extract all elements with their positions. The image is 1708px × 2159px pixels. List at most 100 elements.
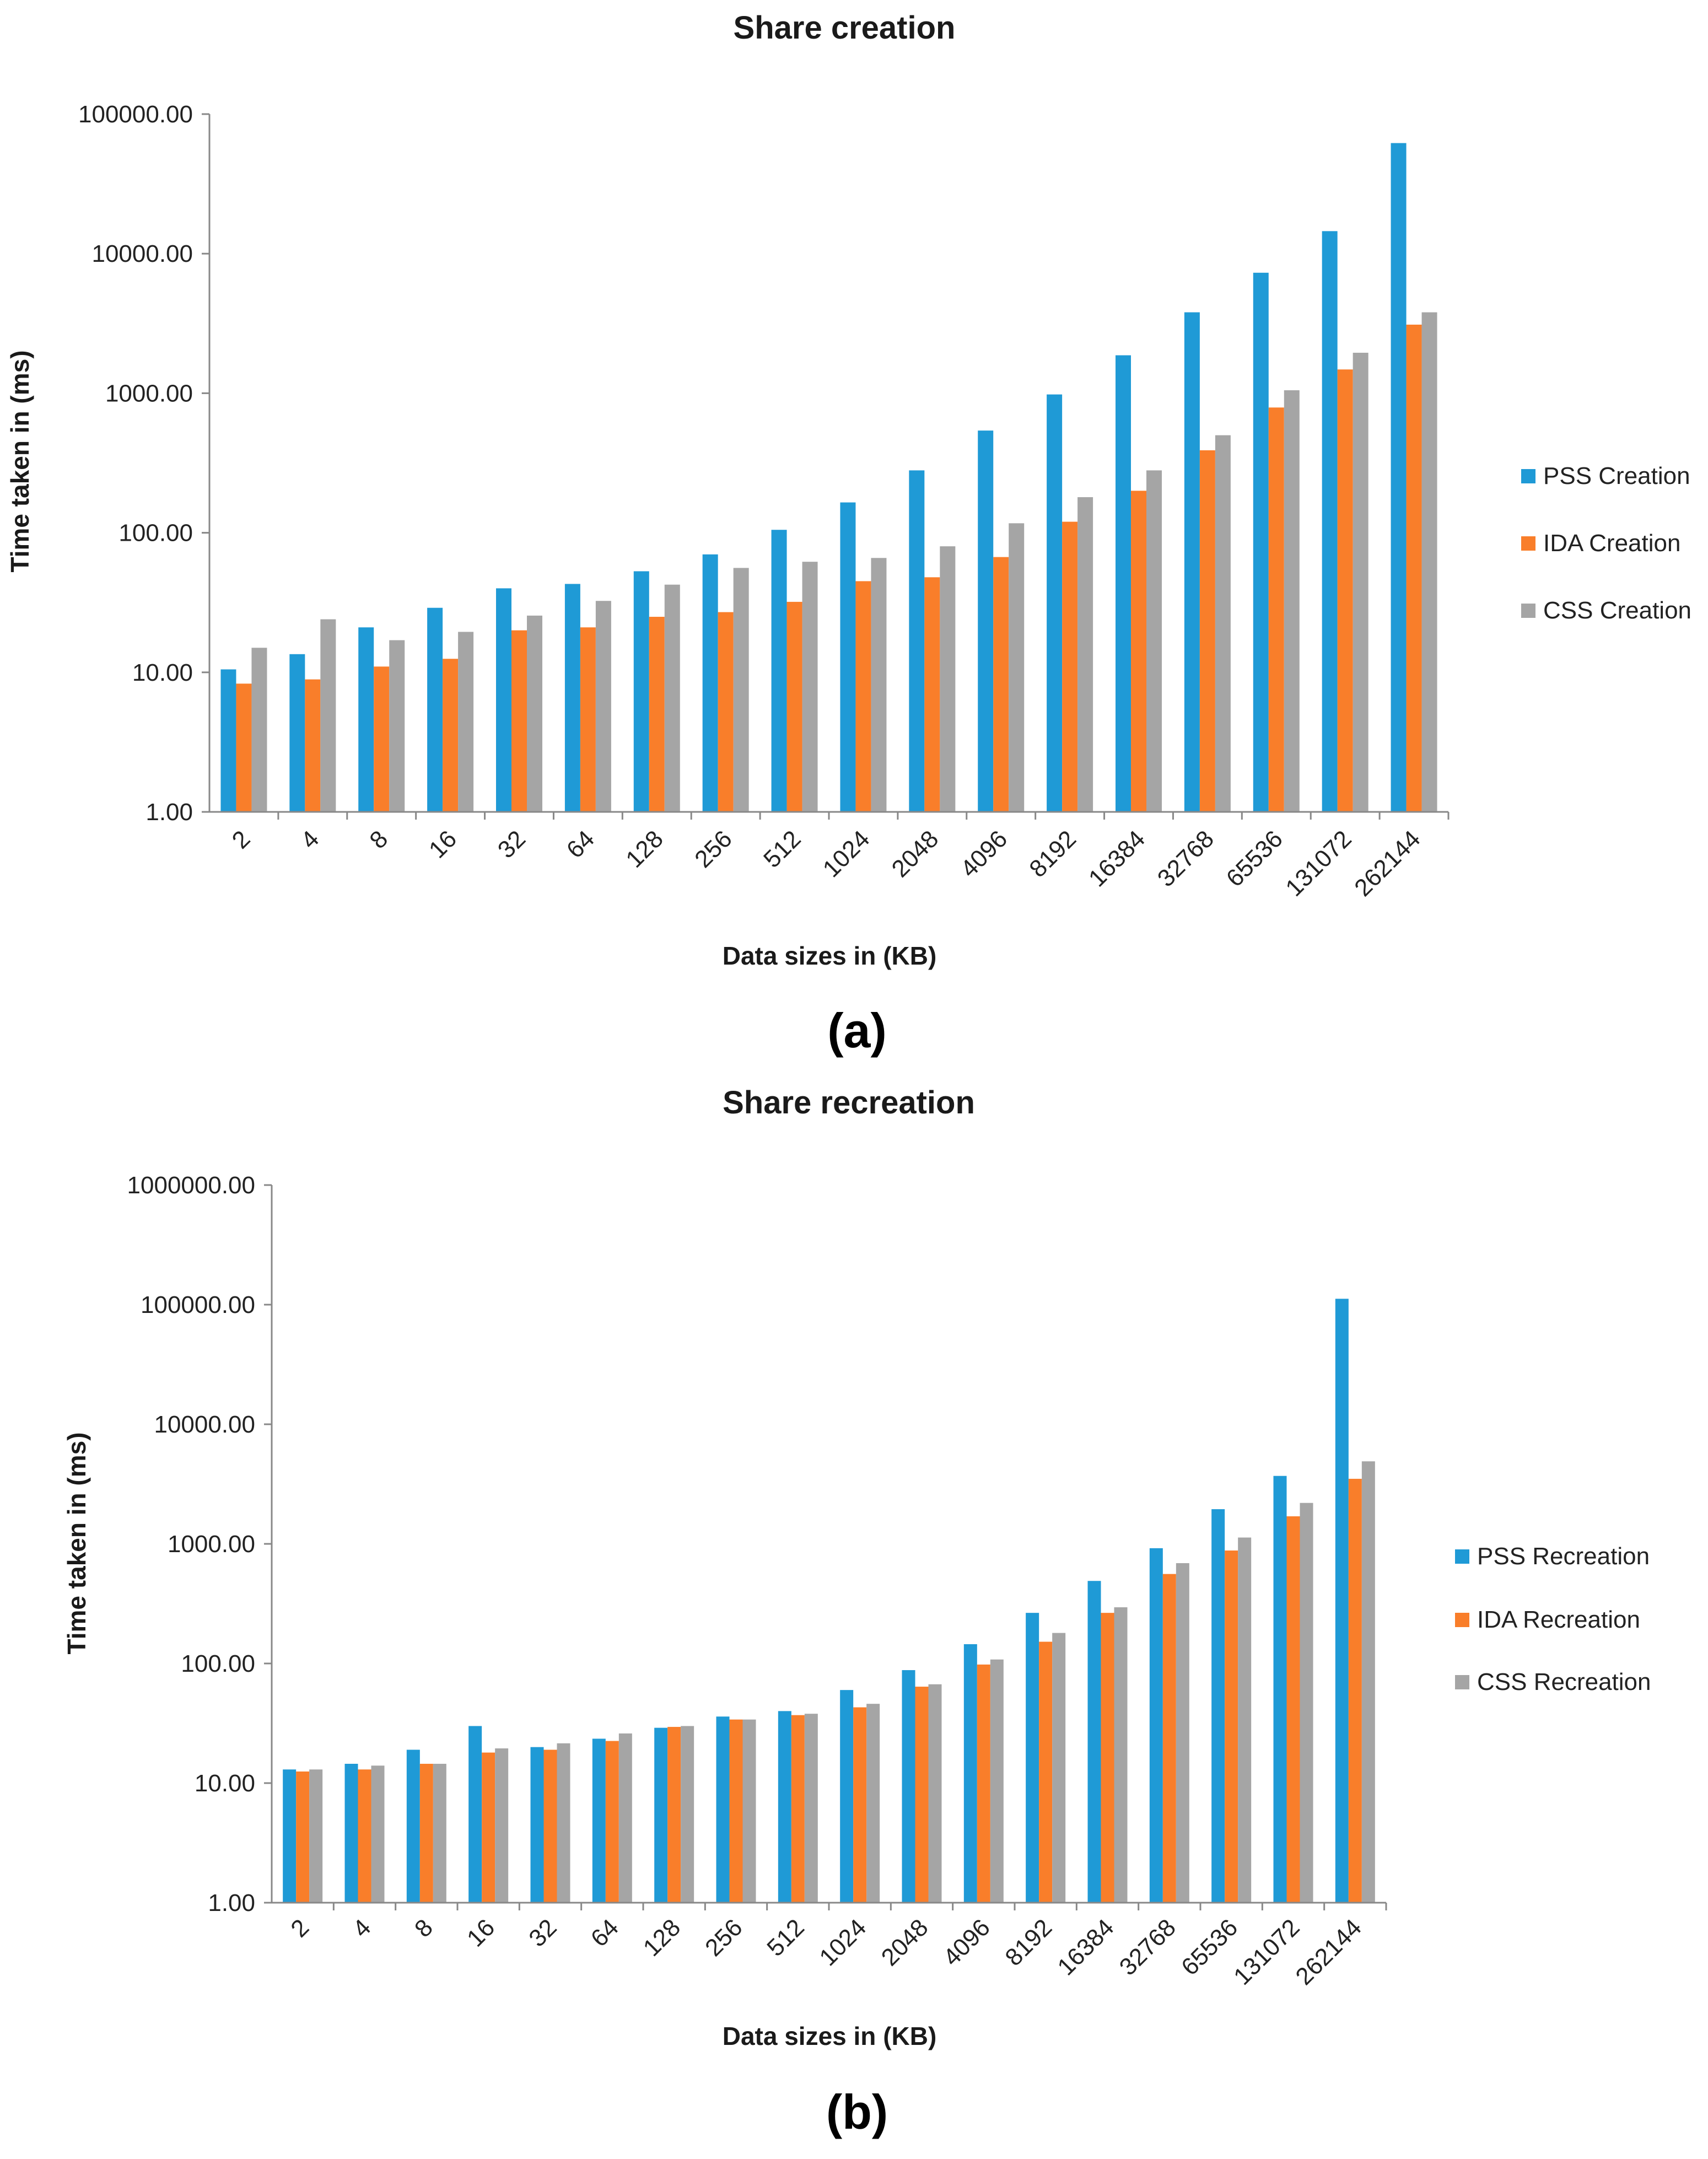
bar-css-creation-2 [251, 648, 267, 812]
x-tick-label: 8192 [1000, 1914, 1057, 1971]
panel-label-b: (b) [826, 2085, 888, 2139]
bar-pss-recreation-8192 [1026, 1613, 1039, 1903]
x-tick-label: 32768 [1114, 1914, 1181, 1980]
bar-pss-recreation-128 [654, 1727, 668, 1903]
x-tick-label: 2048 [887, 825, 944, 882]
bar-pss-creation-1024 [840, 502, 856, 812]
bar-css-recreation-512 [804, 1714, 818, 1903]
x-tick-label: 4 [348, 1914, 376, 1942]
bar-pss-creation-2 [220, 669, 236, 812]
x-tick-label: 4096 [938, 1914, 995, 1971]
bar-ida-recreation-512 [791, 1715, 805, 1903]
bar-css-recreation-8192 [1052, 1633, 1066, 1903]
bar-ida-recreation-64 [605, 1741, 619, 1903]
x-tick-label: 2 [285, 1914, 314, 1942]
bar-css-creation-16 [458, 632, 474, 812]
x-tick-label: 16 [462, 1914, 500, 1952]
chart-b-legend: PSS Recreation IDA Recreation CSS Recreati… [1455, 1543, 1651, 1695]
chart-a-x-ticks: 2 4 8 16 32 64 128 256 512 1024 2048 4096 8192 16384 3… [227, 812, 1450, 902]
chart-a-xlabel: Data sizes in (KB) [723, 941, 937, 970]
x-tick-label: 64 [562, 825, 600, 863]
chart-b-title: Share recreation [723, 1085, 975, 1121]
chart-a-title: Share creation [734, 10, 956, 46]
y-tick-label: 1000.00 [168, 1531, 255, 1558]
bar-css-recreation-8 [433, 1763, 446, 1903]
y-tick-label: 10000.00 [91, 240, 193, 267]
bar-ida-creation-64 [580, 627, 596, 812]
bar-css-recreation-64 [618, 1733, 632, 1903]
bar-ida-recreation-8192 [1039, 1641, 1053, 1903]
bar-pss-creation-65536 [1253, 272, 1269, 812]
chart-a-legend: PSS Creation IDA Creation CSS Creation [1521, 462, 1691, 624]
bar-ida-creation-2 [236, 683, 252, 812]
chart-b-xlabel: Data sizes in (KB) [723, 2022, 937, 2050]
bar-pss-recreation-4 [344, 1763, 358, 1903]
bar-pss-recreation-32768 [1149, 1548, 1163, 1903]
bar-css-recreation-65536 [1238, 1537, 1252, 1903]
bar-pss-recreation-4096 [963, 1644, 977, 1903]
bar-css-creation-131072 [1353, 352, 1368, 812]
bar-css-recreation-4096 [990, 1659, 1004, 1903]
x-tick-label: 64 [586, 1914, 624, 1952]
y-tick-label: 10.00 [132, 659, 193, 686]
bar-ida-creation-4 [305, 679, 321, 812]
bar-css-creation-65536 [1284, 390, 1300, 812]
bar-css-creation-128 [664, 584, 680, 812]
bar-ida-recreation-8 [419, 1763, 433, 1903]
y-tick-label: 1.00 [208, 1889, 255, 1916]
bar-pss-creation-256 [702, 554, 718, 812]
bar-ida-creation-128 [649, 617, 665, 812]
bar-css-recreation-4 [371, 1765, 385, 1903]
chart-b-bars [283, 1299, 1375, 1903]
chart-share-recreation: Share recreation Time taken in (ms) Data… [62, 1085, 1651, 2139]
bar-css-creation-1024 [871, 558, 887, 812]
legend-label-pss-creation: PSS Creation [1543, 462, 1690, 489]
bar-css-creation-512 [802, 562, 818, 812]
bar-ida-recreation-4 [358, 1769, 371, 1903]
bar-ida-recreation-65536 [1225, 1550, 1238, 1903]
bar-pss-recreation-256 [716, 1716, 730, 1903]
bar-css-creation-32 [527, 615, 542, 812]
chart-a-ylabel: Time taken in (ms) [6, 350, 34, 572]
x-tick-label: 512 [758, 825, 806, 873]
x-tick-label: 1024 [818, 825, 875, 882]
bar-css-creation-64 [595, 601, 611, 812]
bar-ida-creation-32 [511, 630, 527, 812]
x-tick-label: 4 [295, 825, 324, 854]
bar-css-creation-256 [733, 568, 749, 812]
bar-ida-recreation-16 [482, 1752, 495, 1903]
bar-ida-creation-65536 [1268, 407, 1284, 812]
legend-label-ida-recreation: IDA Recreation [1477, 1606, 1640, 1633]
legend-swatch-pss-recreation [1455, 1549, 1469, 1564]
bar-ida-creation-32768 [1199, 450, 1215, 812]
bar-css-creation-8192 [1077, 497, 1093, 812]
chart-b-x-ticks: 2 4 8 16 32 64 128 256 512 1024 2048 4096 8192163843… [285, 1903, 1387, 1990]
bar-ida-recreation-32 [543, 1749, 557, 1903]
bar-css-recreation-2 [309, 1769, 323, 1903]
y-tick-label: 100000.00 [78, 101, 193, 128]
y-tick-label: 1000.00 [105, 380, 193, 407]
legend-label-css-creation: CSS Creation [1543, 597, 1691, 624]
y-tick-label: 100000.00 [141, 1291, 255, 1318]
bar-css-creation-4 [320, 619, 336, 812]
bar-ida-recreation-2048 [915, 1687, 929, 1903]
bar-pss-recreation-65536 [1211, 1509, 1225, 1903]
y-tick-label: 10.00 [195, 1770, 255, 1797]
legend-swatch-css-creation [1521, 604, 1535, 618]
x-tick-label: 128 [621, 825, 669, 873]
x-tick-label: 8 [410, 1914, 438, 1942]
x-tick-label: 2048 [876, 1914, 934, 1971]
bar-pss-creation-128 [633, 571, 649, 812]
x-tick-label: 8 [364, 825, 393, 854]
bar-ida-creation-1024 [855, 581, 871, 812]
bar-pss-recreation-1024 [840, 1690, 854, 1903]
x-tick-label: 16384 [1052, 1914, 1119, 1980]
bar-pss-recreation-64 [592, 1738, 606, 1903]
x-tick-label: 2 [227, 825, 256, 854]
bar-pss-creation-8192 [1047, 394, 1063, 812]
bar-css-recreation-32 [557, 1743, 570, 1903]
bar-pss-recreation-16384 [1087, 1581, 1101, 1903]
bar-css-recreation-16384 [1114, 1607, 1128, 1903]
bar-css-creation-16384 [1146, 470, 1162, 812]
chart-b-ylabel: Time taken in (ms) [62, 1432, 91, 1654]
